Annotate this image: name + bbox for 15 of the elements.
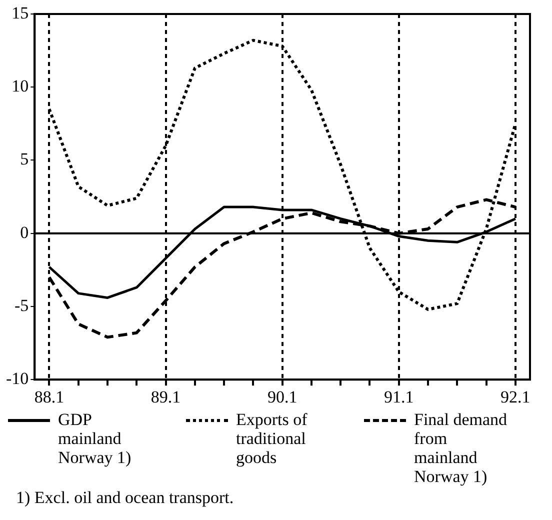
y-tick-label: 15 <box>12 3 29 22</box>
x-tick-label: 88.1 <box>34 387 64 406</box>
x-tick-label: 92.1 <box>500 387 530 406</box>
legend-label: Exports of traditional goods <box>236 410 308 469</box>
y-tick-label: -5 <box>14 296 29 315</box>
y-tick-label: -10 <box>6 369 29 388</box>
x-tick-label: 90.1 <box>267 387 298 406</box>
y-tick-label: 0 <box>20 222 29 242</box>
x-tick-label: 91.1 <box>384 387 414 406</box>
legend-label: Final demand from mainland Norway 1) <box>414 410 508 486</box>
legend-label: GDP mainland Norway 1) <box>58 410 132 469</box>
y-tick-label: 10 <box>12 76 29 96</box>
text: 1) Excl. oil and ocean transport. <box>16 488 235 508</box>
y-tick-label: 5 <box>20 150 29 169</box>
x-tick-label: 89.1 <box>150 387 181 406</box>
